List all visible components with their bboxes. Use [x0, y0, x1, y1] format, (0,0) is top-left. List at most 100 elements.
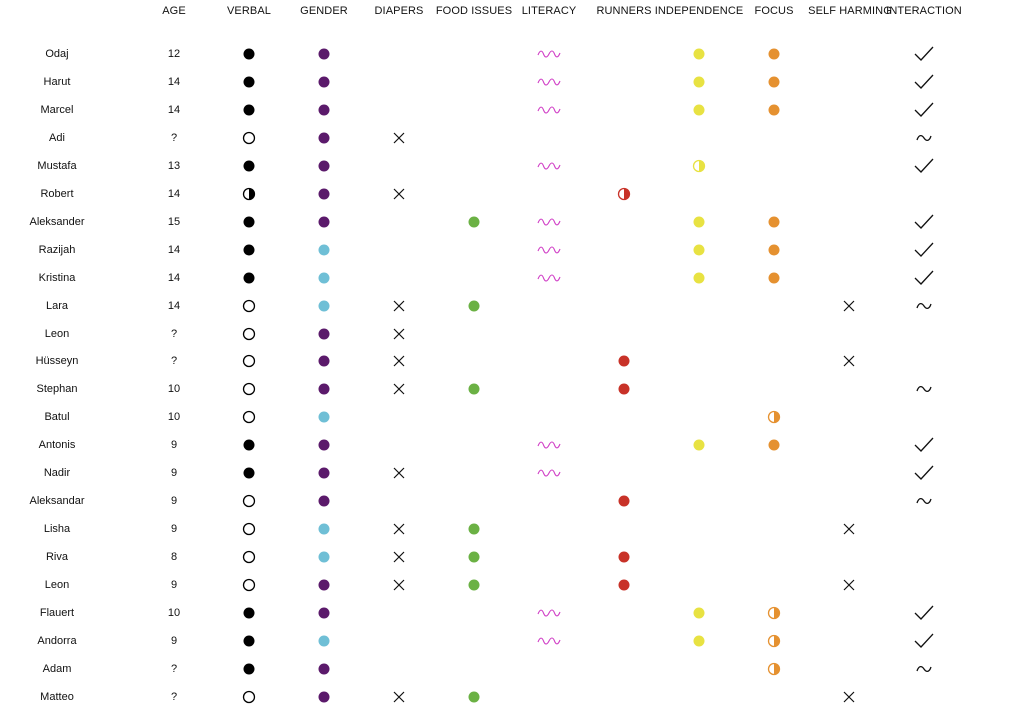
independence-full-dot-icon: [693, 104, 705, 116]
gender-purple-dot-icon: [318, 607, 330, 619]
diapers-cross-icon: [393, 356, 405, 367]
gender-purple-dot-icon: [318, 495, 330, 507]
gender-purple-dot-icon: [318, 160, 330, 172]
gender-purple-dot-icon: [318, 691, 330, 703]
interaction-check-icon: [914, 158, 934, 173]
column-header-gender: GENDER: [300, 5, 348, 17]
diapers-cross-icon: [393, 328, 405, 339]
focus-full-dot-icon: [768, 272, 780, 284]
gender-purple-dot-icon: [318, 104, 330, 116]
food-issues-dot-icon: [468, 579, 480, 591]
verbal-full-circle-icon: [243, 48, 255, 60]
interaction-check-icon: [914, 437, 934, 453]
row-name: Kristina: [38, 271, 76, 284]
verbal-half-circle-icon: [242, 187, 256, 200]
row-name: Batul: [44, 411, 70, 424]
row-age: ?: [170, 327, 178, 340]
diapers-cross-icon: [393, 132, 405, 144]
column-header-food: FOOD ISSUES: [435, 5, 513, 17]
focus-full-dot-icon: [768, 48, 780, 60]
verbal-empty-circle-icon: [242, 411, 256, 424]
row-age: 14: [167, 103, 181, 116]
verbal-empty-circle-icon: [242, 550, 256, 564]
interaction-check-icon: [914, 605, 934, 620]
column-header-interaction: INTERACTION: [886, 5, 962, 17]
gender-purple-dot-icon: [318, 328, 330, 339]
verbal-full-circle-icon: [243, 216, 255, 228]
row-age: 14: [167, 243, 181, 256]
row-age: 15: [167, 215, 181, 228]
column-header-diapers: DIAPERS: [374, 5, 424, 17]
verbal-empty-circle-icon: [242, 327, 256, 340]
row-name: Antonis: [38, 439, 76, 452]
food-issues-dot-icon: [468, 691, 480, 703]
row-age: 12: [167, 48, 181, 60]
row-name: Robert: [40, 187, 74, 200]
verbal-empty-circle-icon: [242, 578, 256, 592]
row-name: Mustafa: [37, 159, 77, 172]
column-header-literacy: LITERACY: [521, 5, 577, 17]
verbal-empty-circle-icon: [242, 383, 256, 396]
independence-full-dot-icon: [693, 607, 705, 619]
verbal-full-circle-icon: [243, 244, 255, 256]
focus-full-dot-icon: [768, 76, 780, 88]
verbal-full-circle-icon: [243, 607, 255, 619]
verbal-empty-circle-icon: [242, 495, 256, 508]
row-name: Aleksander: [29, 215, 85, 228]
diapers-cross-icon: [393, 691, 405, 703]
row-age: 14: [167, 271, 181, 284]
interaction-tilde-icon: [916, 386, 932, 393]
literacy-wave-icon: [537, 441, 561, 449]
food-issues-dot-icon: [468, 216, 480, 228]
row-age: ?: [170, 662, 178, 675]
interaction-tilde-icon: [916, 134, 932, 141]
row-name: Lisha: [43, 523, 71, 536]
literacy-wave-icon: [537, 162, 561, 170]
runners-full-dot-icon: [618, 355, 630, 367]
column-header-runners: RUNNERS: [596, 5, 652, 17]
interaction-tilde-icon: [916, 498, 932, 505]
row-age: 14: [167, 299, 181, 312]
verbal-empty-circle-icon: [242, 690, 256, 703]
row-name: Marcel: [40, 103, 74, 116]
row-age: 9: [170, 579, 178, 592]
verbal-full-circle-icon: [243, 467, 255, 479]
row-age: ?: [170, 690, 178, 703]
verbal-full-circle-icon: [243, 635, 255, 647]
row-name: Harut: [43, 75, 71, 88]
row-name: Adam: [42, 662, 72, 675]
column-header-selfharm: SELF HARMING: [808, 5, 892, 17]
focus-half-dot-icon: [767, 662, 781, 676]
row-age: 14: [167, 187, 181, 200]
literacy-wave-icon: [537, 637, 561, 645]
row-age: ?: [170, 131, 178, 144]
row-name: Adi: [49, 131, 65, 144]
gender-blue-dot-icon: [318, 411, 330, 423]
diapers-cross-icon: [393, 579, 405, 591]
gender-purple-dot-icon: [318, 48, 330, 60]
row-name: Razijah: [38, 243, 76, 256]
gender-purple-dot-icon: [318, 439, 330, 451]
runners-half-dot-icon: [617, 187, 631, 200]
row-name: Aleksandar: [29, 495, 85, 508]
row-age: 10: [167, 383, 181, 396]
interaction-tilde-icon: [916, 665, 932, 672]
interaction-check-icon: [914, 465, 934, 481]
row-name: Stephan: [36, 383, 78, 396]
row-age: 14: [167, 75, 181, 88]
verbal-full-circle-icon: [243, 272, 255, 284]
verbal-empty-circle-icon: [242, 131, 256, 144]
row-age: 9: [170, 634, 178, 647]
focus-half-dot-icon: [767, 634, 781, 648]
food-issues-dot-icon: [468, 551, 480, 563]
gender-purple-dot-icon: [318, 216, 330, 228]
literacy-wave-icon: [537, 218, 561, 226]
literacy-wave-icon: [537, 106, 561, 114]
food-issues-dot-icon: [468, 523, 480, 535]
row-age: 10: [167, 607, 181, 619]
literacy-wave-icon: [537, 78, 561, 86]
interaction-check-icon: [914, 242, 934, 257]
independence-full-dot-icon: [693, 76, 705, 88]
column-header-independence: INDEPENDENCE: [654, 5, 744, 17]
